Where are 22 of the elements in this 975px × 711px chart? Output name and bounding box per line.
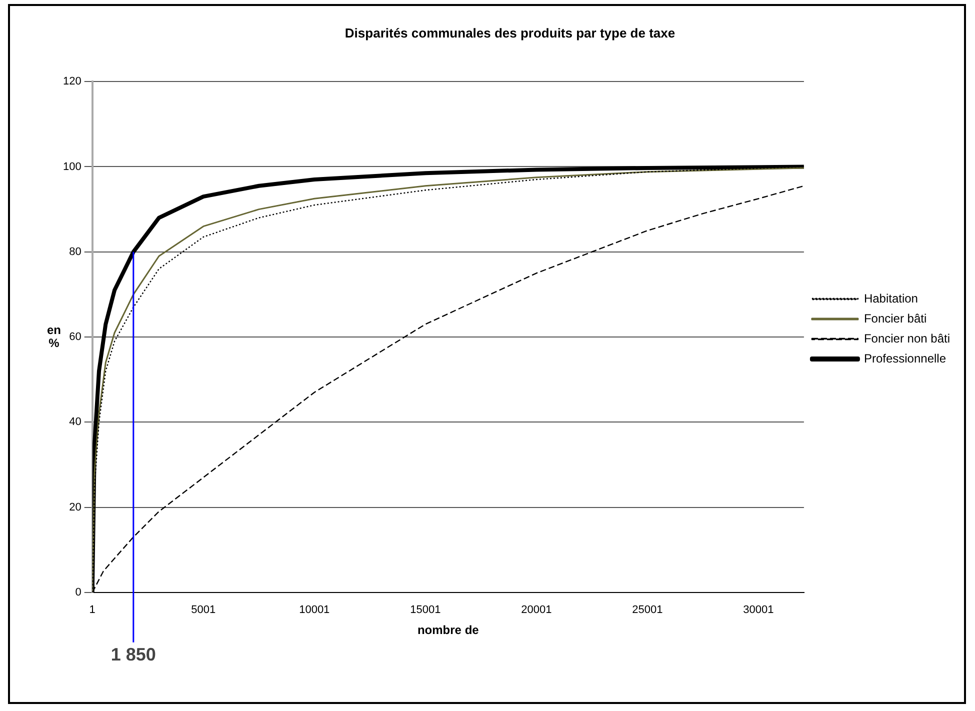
y-tick-label: 0: [75, 586, 82, 598]
x-axis-title: nombre de: [417, 623, 480, 638]
y-tick-label: 60: [69, 331, 82, 344]
x-tick-label: 30001: [743, 604, 774, 616]
ref-line-label: 1 850: [110, 644, 156, 664]
legend-label: Habitation: [864, 291, 918, 306]
x-tick-label: 5001: [191, 604, 216, 616]
x-tick-label: 15001: [410, 604, 441, 616]
y-tick-label: 120: [62, 76, 82, 88]
y-tick-label: 80: [69, 246, 82, 258]
legend-label: Foncier non bâti: [864, 331, 950, 346]
y-tick-label: 40: [69, 416, 82, 428]
x-tick-label: 10001: [299, 604, 330, 616]
chart-title: Disparités communales des produits par type de taxe: [344, 25, 676, 40]
x-tick-label: 20001: [521, 604, 552, 616]
legend-label: Foncier bâti: [864, 311, 927, 326]
y-tick-label: 20: [69, 501, 82, 514]
y-tick-label: 100: [62, 160, 82, 173]
y-axis-title: en %: [46, 322, 62, 350]
x-tick-label: 25001: [632, 604, 663, 616]
legend-label: Professionnelle: [864, 351, 946, 366]
x-tick-label: 1: [89, 604, 96, 616]
